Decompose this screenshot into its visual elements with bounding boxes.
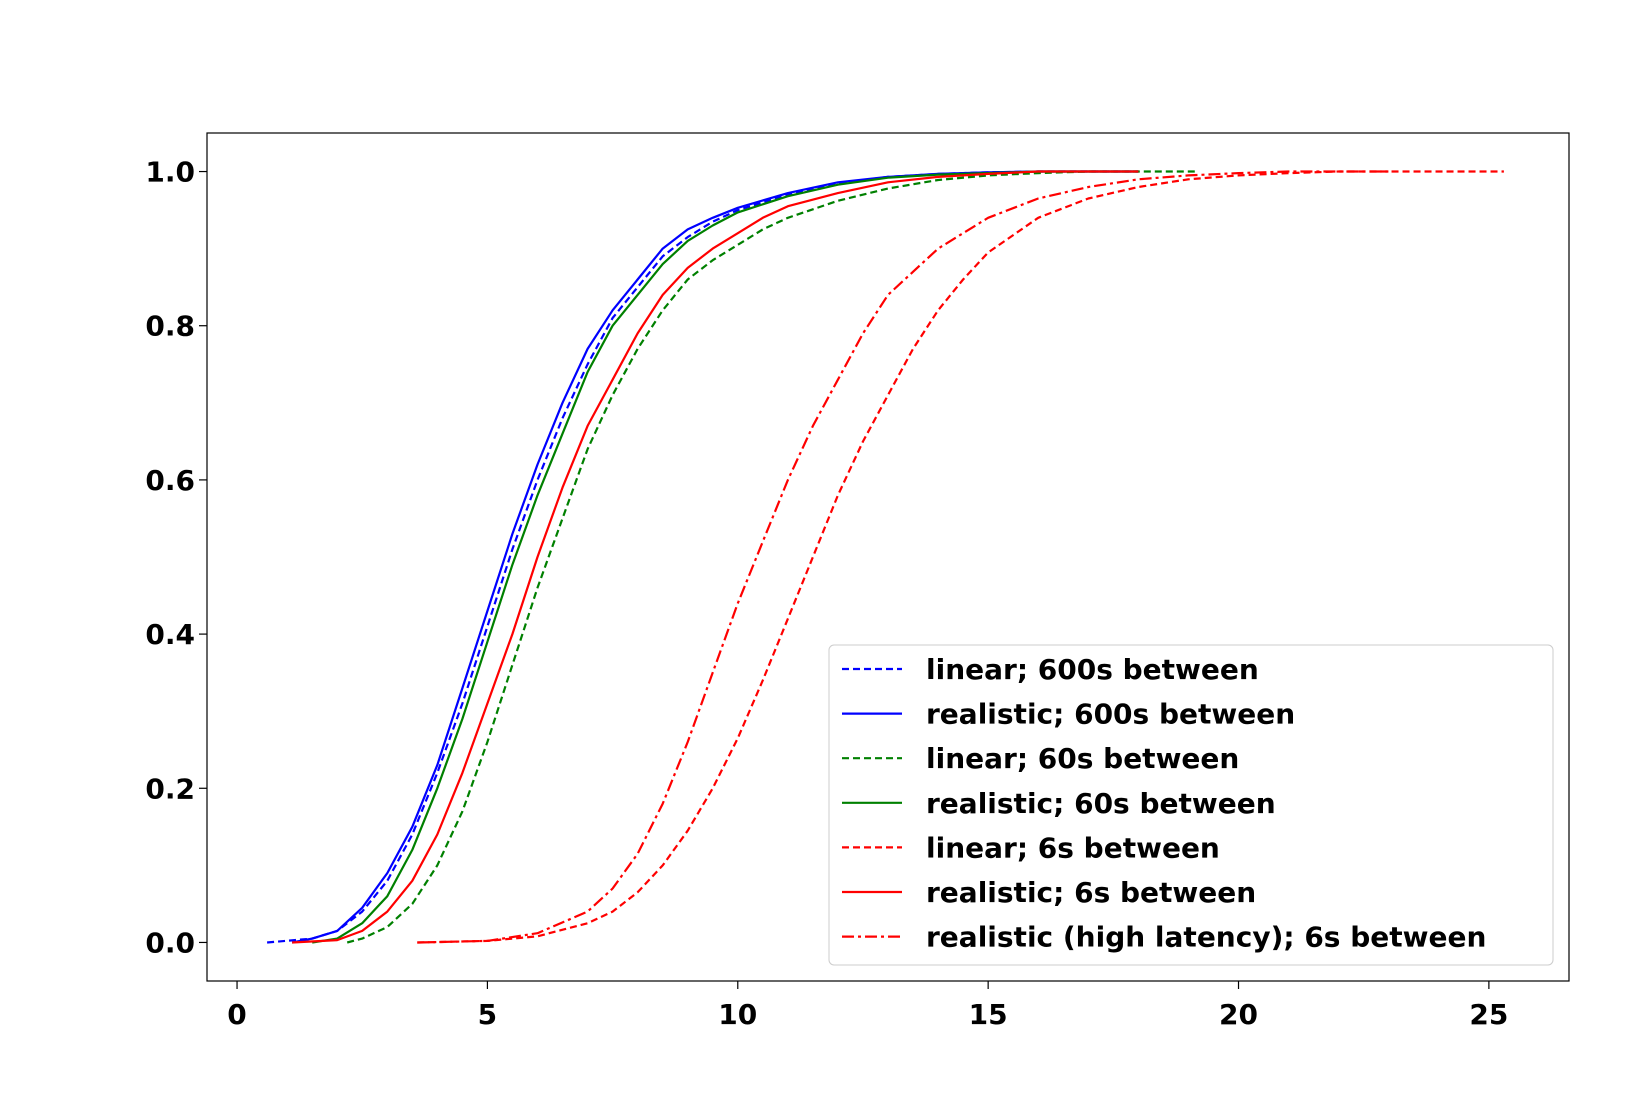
plot-frame <box>206 132 1570 982</box>
legend-label-0: linear; 600s between <box>926 653 1259 686</box>
y-tick-label: 1.0 <box>145 156 195 189</box>
x-tick-label: 10 <box>718 998 757 1031</box>
series-line-4 <box>417 170 1504 944</box>
legend-label-6: realistic (high latency); 6s between <box>926 921 1486 954</box>
legend: linear; 600s between realistic; 600s betw… <box>828 644 1554 966</box>
x-tick-label: 5 <box>478 998 497 1031</box>
legend-label-4: linear; 6s between <box>926 831 1220 864</box>
x-tick-label: 15 <box>969 998 1008 1031</box>
legend-label-2: linear; 60s between <box>926 742 1239 775</box>
y-tick-label: 0.0 <box>145 926 195 959</box>
y-tick-label: 0.4 <box>145 618 195 651</box>
legend-label-5: realistic; 6s between <box>926 876 1256 909</box>
series-line-6 <box>417 170 1389 944</box>
series-line-2 <box>346 170 1199 944</box>
x-tick-label: 20 <box>1219 998 1258 1031</box>
legend-label-1: realistic; 600s between <box>926 698 1295 731</box>
y-tick-label: 0.6 <box>145 464 195 497</box>
series-lines <box>267 170 1504 944</box>
series-line-5 <box>292 170 1139 944</box>
x-tick-label: 25 <box>1469 998 1508 1031</box>
y-tick-label: 0.2 <box>145 772 195 805</box>
legend-box <box>828 644 1554 966</box>
x-tick-label: 0 <box>227 998 246 1031</box>
legend-label-3: realistic; 60s between <box>926 787 1276 820</box>
y-axis: 0.0 0.2 0.4 0.6 0.8 1.0 <box>145 156 207 959</box>
y-tick-label: 0.8 <box>145 310 195 343</box>
x-axis: 0 5 10 15 20 25 <box>227 981 1508 1031</box>
series-line-3 <box>312 170 1139 944</box>
